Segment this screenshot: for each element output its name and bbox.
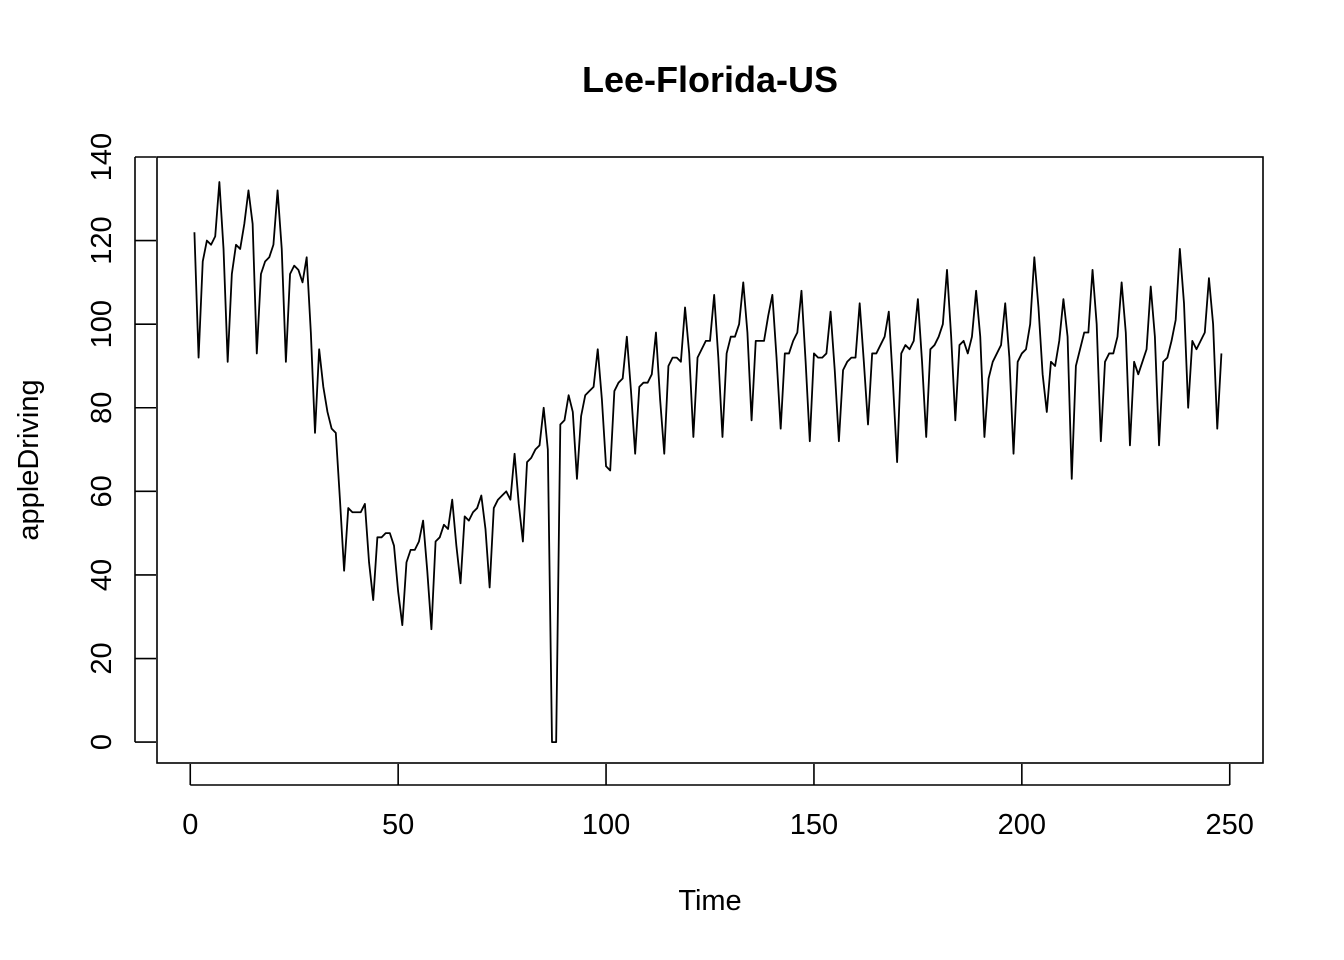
y-tick-label: 0 (86, 734, 118, 750)
y-tick-label: 120 (86, 216, 118, 264)
chart-title: Lee-Florida-US (582, 59, 838, 100)
x-tick-label: 50 (382, 809, 414, 841)
x-axis-label: Time (678, 885, 741, 917)
y-tick-label: 140 (86, 133, 118, 181)
y-tick-label: 20 (86, 642, 118, 674)
y-tick-label: 80 (86, 392, 118, 424)
x-tick-label: 150 (790, 809, 838, 841)
x-axis: 0 50 100 150 200 250 (182, 764, 1254, 841)
x-tick-label: 100 (582, 809, 630, 841)
y-axis: 0 20 40 60 80 100 120 140 (86, 133, 156, 750)
series-line-0 (193, 181, 1223, 743)
x-tick-label: 250 (1206, 809, 1254, 841)
y-axis-label: appleDriving (13, 379, 45, 540)
y-tick-label: 40 (86, 559, 118, 591)
y-tick-label: 100 (86, 300, 118, 348)
series-group (193, 181, 1223, 743)
y-tick-label: 60 (86, 475, 118, 507)
x-tick-label: 0 (182, 809, 198, 841)
x-tick-label: 200 (998, 809, 1046, 841)
plot-frame (156, 156, 1264, 764)
